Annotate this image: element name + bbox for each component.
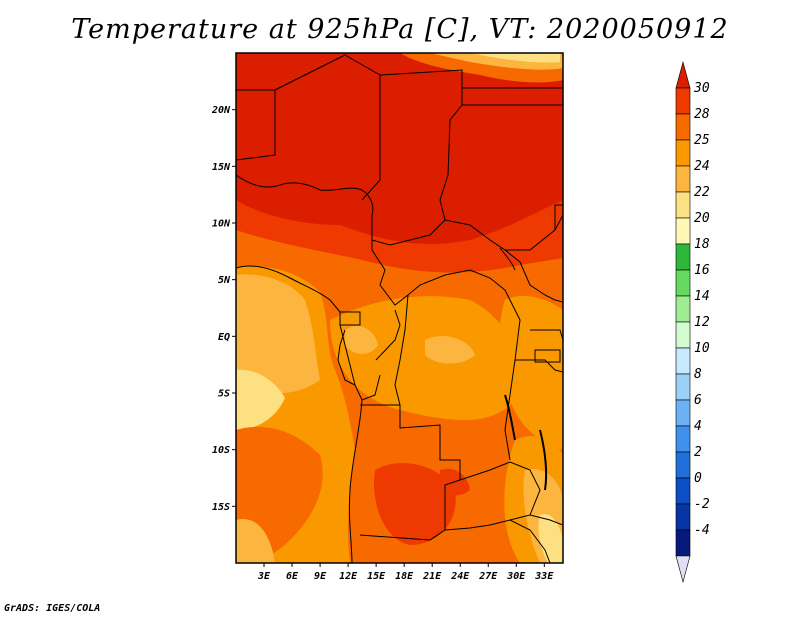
colorbar-segment [675, 347, 691, 375]
field-pocket-2 [425, 335, 475, 364]
coast-gulf [236, 265, 341, 313]
lat-label: 5N [218, 275, 231, 286]
colorbar-label: 10 [694, 341, 710, 356]
lake-malawi [539, 429, 548, 491]
border-uganda [504, 249, 563, 303]
colorbar-label: 30 [693, 81, 710, 96]
lake-tanganyika [504, 394, 516, 441]
lon-label: 12E [339, 571, 358, 582]
colorbar-segment [675, 139, 691, 167]
latitude-axis: 20N 15N 10N 5N EQ 5S 10S 15S [211, 105, 236, 513]
border-gabon [339, 324, 381, 401]
temperature-field [236, 53, 563, 563]
lon-label: 30E [506, 571, 526, 582]
colorbar-label: 28 [694, 107, 710, 122]
colorbar-label: 12 [694, 315, 710, 330]
border-sudan-east [499, 247, 516, 271]
colorbar-segment [675, 269, 691, 297]
colorbar-top-triangle [675, 60, 691, 89]
lat-label: 20N [211, 105, 231, 116]
colorbar-segment [675, 529, 691, 557]
borders [236, 53, 563, 563]
border-kenya [530, 329, 563, 341]
colorbar-segment [675, 113, 691, 141]
border-tanzania [515, 359, 563, 373]
colorbar-label: 25 [694, 133, 710, 148]
border-congo-inner [375, 309, 401, 361]
field-highlands-24 [499, 295, 563, 450]
lat-label: EQ [218, 332, 230, 343]
colorbar-segment [675, 243, 691, 271]
lon-label: 9E [314, 571, 327, 582]
colorbar-label: 20 [694, 211, 710, 226]
border-namibia [444, 519, 551, 563]
border-congo [394, 294, 409, 406]
border-gabon-inner [337, 329, 356, 386]
colorbar-label: 2 [694, 445, 702, 460]
colorbar-segment [675, 451, 691, 479]
lat-label: 15S [212, 502, 230, 513]
field-pocket-1 [345, 325, 378, 355]
footer-credit: GrADS: IGES/COLA [4, 603, 101, 614]
lon-label: 24E [450, 571, 470, 582]
border-chad [379, 69, 463, 221]
lat-label: 5S [218, 389, 230, 400]
lat-label: 10S [212, 445, 230, 456]
colorbar-segment [675, 373, 691, 401]
colorbar-label: -4 [694, 523, 710, 538]
colorbar-segment [675, 191, 691, 219]
lon-label: 18E [395, 571, 414, 582]
border-angola [359, 404, 461, 541]
colorbar-label: 0 [694, 471, 702, 486]
field-angola-28 [374, 462, 456, 545]
field-southeast-20 [538, 514, 563, 563]
colorbar-bottom-triangle [675, 555, 691, 584]
lake-victoria [534, 349, 561, 363]
colorbar-segment [675, 217, 691, 245]
colorbar-label: -2 [694, 497, 710, 512]
field-ocean-sw [236, 519, 275, 563]
colorbar-segment [675, 165, 691, 193]
coast-angola [348, 399, 363, 563]
colorbar-segment [675, 399, 691, 427]
border-sahel [236, 174, 374, 216]
colorbar-label: 4 [694, 419, 702, 434]
border-eq-guinea [339, 311, 361, 326]
longitude-axis: 3E 6E 9E 12E 15E 18E 21E 24E 27E 30E 33E [257, 563, 554, 582]
colorbar-segment [675, 503, 691, 531]
lon-label: 27E [478, 571, 498, 582]
colorbar-label: 24 [694, 159, 710, 174]
lon-label: 6E [286, 571, 299, 582]
border-ethiopia [554, 204, 563, 230]
lat-label: 15N [212, 162, 231, 173]
colorbar-label: 14 [694, 289, 710, 304]
field-north-20 [470, 53, 560, 63]
colorbar-segment [675, 321, 691, 349]
lat-label: 10N [212, 219, 231, 230]
colorbar-label: 6 [694, 393, 702, 408]
border-car-north [371, 219, 446, 246]
field-ocean-22 [236, 274, 320, 394]
border-zimbabwe [529, 514, 563, 526]
lon-label: 15E [367, 571, 386, 582]
colorbar-label: 8 [694, 367, 702, 382]
border-drc-east [504, 289, 521, 461]
colorbar-segment [675, 425, 691, 453]
lon-label: 3E [257, 571, 271, 582]
field-ocean-20 [236, 369, 285, 430]
chart-title: Temperature at 925hPa [C], VT: 202005091… [71, 14, 729, 45]
colorbar-segment [675, 477, 691, 505]
border-niger [274, 54, 381, 201]
border-mauritania [236, 89, 276, 161]
colorbar-segment [675, 295, 691, 323]
colorbar-label: 18 [694, 237, 710, 252]
colorbar-segment [675, 87, 691, 115]
colorbar-label: 22 [694, 185, 710, 200]
lon-label: 33E [534, 571, 554, 582]
map-frame [235, 52, 564, 564]
lon-label: 21E [422, 571, 442, 582]
colorbar-label: 16 [694, 263, 710, 278]
